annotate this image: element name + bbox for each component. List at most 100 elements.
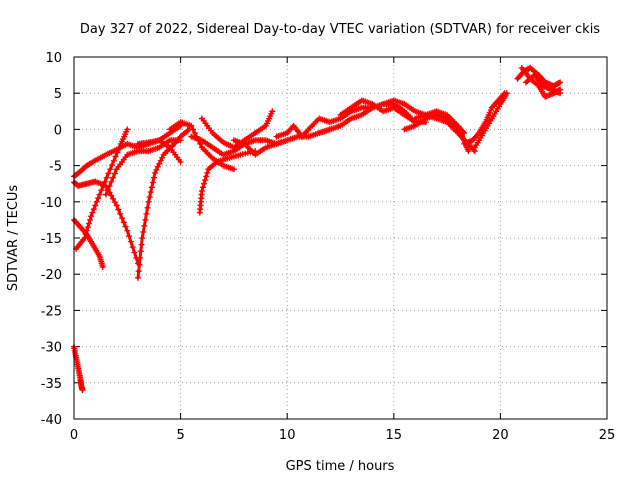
x-axis-label: GPS time / hours: [286, 459, 395, 474]
x-tick-label: 5: [176, 428, 184, 443]
data-point: [113, 202, 120, 209]
series-arc-21: [471, 90, 510, 151]
data-point: [144, 204, 151, 211]
data-point: [131, 249, 138, 256]
data-point: [90, 206, 97, 213]
x-tick-label: 15: [386, 428, 403, 443]
data-point: [117, 210, 124, 217]
data-point: [106, 183, 113, 190]
data-point: [118, 215, 125, 222]
data-point: [199, 184, 206, 191]
data-point: [152, 169, 159, 176]
data-point: [108, 192, 115, 199]
data-point: [557, 90, 564, 97]
series-arc-1: [71, 343, 86, 394]
data-point: [198, 187, 205, 194]
data-point: [86, 216, 93, 223]
data-point: [140, 228, 147, 235]
data-point: [475, 131, 482, 138]
data-point: [153, 166, 160, 173]
data-point: [124, 227, 131, 234]
data-point: [150, 174, 157, 181]
series-group: [71, 64, 564, 394]
series-arc-10: [196, 148, 259, 216]
data-point: [103, 174, 110, 181]
data-point: [145, 198, 152, 205]
data-point: [84, 224, 91, 231]
data-point: [143, 210, 150, 217]
data-point: [82, 231, 89, 238]
y-tick-label: -10: [41, 196, 62, 211]
series-arc-4: [73, 126, 131, 252]
data-point: [83, 227, 90, 234]
series-arc-8: [134, 137, 184, 165]
data-point: [137, 248, 144, 255]
data-point: [204, 169, 211, 176]
data-point: [104, 187, 111, 194]
data-point: [122, 223, 129, 230]
data-point: [146, 193, 153, 200]
data-point: [105, 170, 112, 177]
y-tick-label: -40: [41, 413, 62, 428]
y-tick-label: 5: [54, 87, 62, 102]
y-tick-label: -30: [41, 341, 62, 356]
data-point: [127, 238, 134, 245]
y-tick-label: -20: [41, 268, 62, 283]
data-point: [157, 157, 164, 164]
x-tick-label: 20: [492, 428, 509, 443]
data-point: [79, 387, 86, 394]
data-point: [154, 163, 161, 170]
data-point: [110, 174, 117, 181]
data-point: [112, 153, 119, 160]
data-point: [190, 126, 197, 133]
data-point: [557, 79, 564, 86]
data-point: [111, 199, 118, 206]
data-point: [139, 235, 146, 241]
y-tick-label: -15: [41, 232, 62, 247]
axis-ticks: [73, 56, 608, 420]
data-point: [108, 178, 115, 185]
series-arc-24: [522, 72, 564, 97]
data-point: [109, 161, 116, 168]
data-point: [148, 184, 155, 191]
series-arc-12: [188, 133, 291, 158]
data-point: [156, 160, 163, 167]
data-point: [111, 170, 118, 177]
data-point: [136, 261, 143, 268]
series-arc-2: [71, 216, 106, 270]
data-point: [85, 220, 92, 227]
series-arc-14: [273, 104, 376, 140]
x-tick-label: 0: [70, 428, 78, 443]
data-point: [503, 90, 510, 97]
data-point: [159, 154, 166, 161]
data-point: [81, 235, 88, 241]
data-point: [137, 254, 144, 261]
data-point: [129, 244, 136, 251]
series-arc-7: [134, 126, 193, 281]
data-point: [95, 195, 102, 202]
data-point: [115, 206, 122, 213]
y-tick-label: 0: [54, 123, 62, 138]
data-point: [201, 180, 208, 187]
data-point: [465, 148, 472, 155]
data-point: [99, 263, 106, 270]
data-point: [102, 191, 109, 198]
data-point: [110, 157, 117, 164]
data-point: [110, 195, 117, 202]
y-tick-label: -25: [41, 304, 62, 319]
data-point: [269, 108, 276, 115]
data-point: [147, 189, 154, 196]
plot-frame: [73, 56, 608, 420]
data-point: [141, 222, 148, 229]
data-point: [203, 173, 210, 180]
chart-title: Day 327 of 2022, Sidereal Day-to-day VTE…: [80, 22, 600, 37]
data-point: [124, 126, 131, 133]
data-point: [230, 166, 237, 173]
data-point: [188, 122, 195, 129]
data-point: [96, 191, 103, 198]
y-tick-label: -35: [41, 377, 62, 392]
data-point: [177, 158, 184, 165]
data-point: [92, 202, 99, 209]
y-tick-label: -5: [49, 160, 62, 175]
